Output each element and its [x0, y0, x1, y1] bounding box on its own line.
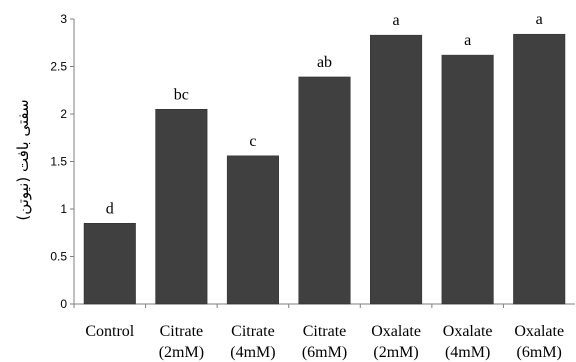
- y-tick-label: 3: [60, 12, 67, 26]
- x-tick-label: Oxalate: [371, 323, 421, 340]
- data-label: a: [536, 11, 543, 28]
- x-tick-label: Oxalate: [443, 323, 493, 340]
- bar: [83, 223, 136, 305]
- bar: [298, 76, 351, 305]
- data-label: a: [393, 12, 400, 29]
- y-tick-label: 1.5: [50, 155, 67, 169]
- data-label: a: [464, 32, 471, 49]
- y-tick-label: 2: [60, 107, 67, 121]
- x-axis-labels: Control Citrate (2mM) Citrate (4mM) Citrate (6…: [73, 304, 564, 361]
- bar: [155, 109, 208, 305]
- x-tick-label-line2: (2mM): [373, 344, 418, 361]
- bar: [370, 34, 423, 305]
- y-axis-title: سفتی بافت (نیوتن): [14, 99, 32, 220]
- y-axis-ticks: 0 0.5 1 1.5 2 2.5 3: [50, 12, 74, 311]
- x-tick-label: Citrate: [231, 323, 275, 340]
- x-tick-label: Citrate: [160, 323, 204, 340]
- x-tick-label-line2: (6mM): [302, 344, 347, 361]
- data-labels-group: d bc c ab a a a: [106, 11, 543, 217]
- x-tick-label-line2: (4mM): [445, 344, 490, 361]
- bar: [441, 54, 494, 305]
- data-label: c: [249, 133, 256, 150]
- x-tick-label: Control: [85, 323, 134, 340]
- y-tick-label: 0.5: [50, 250, 67, 264]
- y-tick-label: 0: [60, 297, 67, 311]
- data-label: d: [106, 200, 114, 217]
- x-tick-label-line2: (6mM): [517, 344, 562, 361]
- bar: [226, 155, 279, 305]
- data-label: ab: [317, 54, 332, 71]
- y-tick-label: 1: [60, 202, 67, 216]
- x-tick-label: Oxalate: [514, 323, 564, 340]
- x-tick-label: Citrate: [303, 323, 347, 340]
- x-tick-label-line2: (4mM): [230, 344, 275, 361]
- x-tick-label-line2: (2mM): [159, 344, 204, 361]
- data-label: bc: [174, 86, 189, 103]
- bar: [513, 33, 566, 305]
- bars-group: [83, 33, 566, 305]
- y-tick-label: 2.5: [50, 60, 67, 74]
